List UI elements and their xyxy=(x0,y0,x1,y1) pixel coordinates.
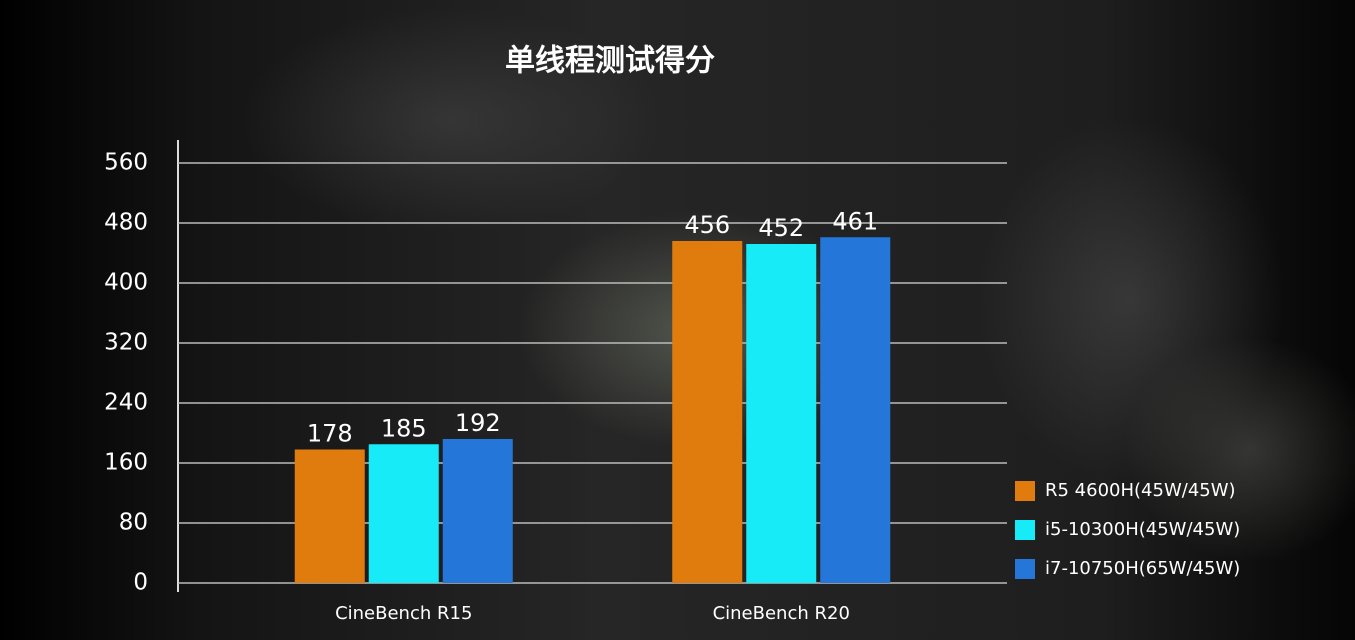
y-tick-label: 240 xyxy=(104,390,148,416)
value-label: 452 xyxy=(758,214,804,242)
value-label: 461 xyxy=(832,207,878,235)
y-tick-label: 560 xyxy=(104,150,148,176)
x-tick-label: CineBench R15 xyxy=(335,603,472,624)
value-label: 456 xyxy=(684,211,730,239)
legend-label: R5 4600H(45W/45W) xyxy=(1045,480,1236,501)
value-label: 185 xyxy=(381,414,427,442)
bar xyxy=(368,444,439,583)
y-tick-label: 400 xyxy=(104,270,148,296)
value-label: 192 xyxy=(455,409,501,437)
bar xyxy=(294,449,365,583)
y-tick-label: 0 xyxy=(133,570,148,596)
legend-label: i7-10750H(65W/45W) xyxy=(1045,558,1240,579)
legend-swatch xyxy=(1015,520,1035,540)
value-label: 178 xyxy=(307,420,353,448)
chart-title: 单线程测试得分 xyxy=(505,44,715,79)
y-tick-label: 160 xyxy=(104,450,148,476)
bar xyxy=(746,244,817,583)
x-tick-label: CineBench R20 xyxy=(713,603,850,624)
bar xyxy=(820,237,891,583)
legend-swatch xyxy=(1015,559,1035,579)
legend-label: i5-10300H(45W/45W) xyxy=(1045,519,1240,540)
y-tick-label: 480 xyxy=(104,210,148,236)
y-tick-label: 80 xyxy=(119,510,148,536)
bar xyxy=(442,439,513,583)
y-tick-label: 320 xyxy=(104,330,148,356)
legend-swatch xyxy=(1015,481,1035,501)
bar xyxy=(672,241,743,583)
